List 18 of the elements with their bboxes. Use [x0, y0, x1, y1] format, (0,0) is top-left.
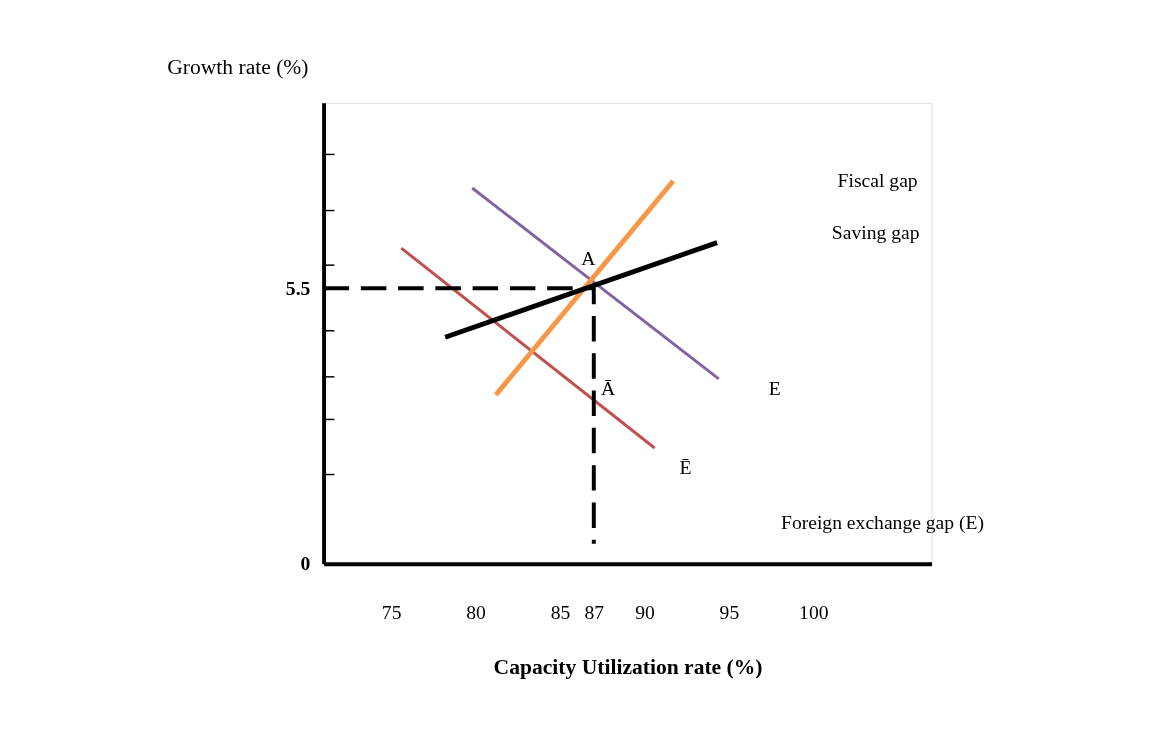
- x-tick-label: 100: [799, 602, 829, 624]
- x-tick-label: 75: [381, 602, 402, 624]
- x-tick-label: 95: [719, 602, 740, 624]
- x-tick-label: 87: [584, 602, 605, 624]
- annotation: Ā: [600, 378, 616, 400]
- annotation: Ē: [679, 457, 692, 479]
- y-axis-title: Growth rate (%): [167, 54, 309, 79]
- x-axis-title: Capacity Utilization rate (%): [493, 655, 763, 680]
- annotation: Fiscal gap: [837, 170, 918, 192]
- y-tick-label: 0: [300, 553, 311, 575]
- annotation: A: [581, 247, 597, 269]
- x-tick-label: 90: [635, 602, 655, 624]
- x-tick-label: 85: [550, 602, 571, 624]
- annotation: Foreign exchange gap (E): [780, 512, 985, 535]
- annotation: E: [768, 378, 781, 400]
- y-tick-label: 5.5: [285, 277, 311, 299]
- annotation: Saving gap: [831, 222, 920, 244]
- x-tick-label: 80: [466, 602, 487, 624]
